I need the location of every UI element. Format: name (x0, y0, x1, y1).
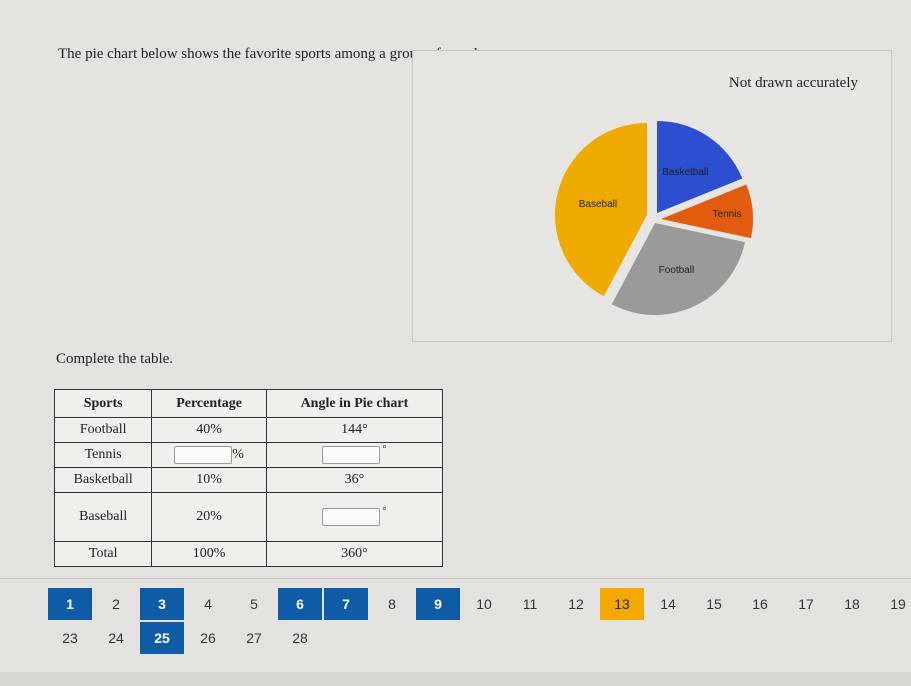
sport-cell: Basketball (53, 467, 153, 493)
degree-sign: ° (382, 506, 387, 517)
sport-cell: Total (53, 541, 153, 567)
question-nav-button-27[interactable]: 27 (232, 622, 276, 654)
question-nav-button-16[interactable]: 16 (738, 588, 782, 620)
table-row: Total 100% 360° (53, 541, 444, 567)
question-nav-button-8[interactable]: 8 (370, 588, 414, 620)
tennis-angle-input[interactable] (322, 446, 381, 464)
pie-label-tennis: Tennis (713, 209, 742, 220)
pie-slice-tennis (661, 184, 753, 239)
percentage-cell: % (151, 442, 267, 468)
question-nav-button-24[interactable]: 24 (94, 622, 138, 654)
question-nav-button-28[interactable]: 28 (278, 622, 322, 654)
baseball-angle-input[interactable] (322, 508, 381, 526)
header-sports: Sports (53, 389, 153, 418)
table-row: Basketball 10% 36° (53, 467, 444, 493)
percentage-cell: 40% (151, 417, 267, 443)
question-nav-row-2: 23 24 25 26 27 28 (48, 622, 324, 654)
question-text: The pie chart below shows the favorite s… (58, 46, 489, 62)
question-nav-button-9[interactable]: 9 (416, 588, 460, 620)
table-row: Football 40% 144° (53, 417, 444, 443)
angle-cell: 144° (265, 417, 444, 443)
pie-slice-football (611, 223, 745, 315)
question-nav-button-10[interactable]: 10 (462, 588, 506, 620)
bottom-bar (0, 672, 911, 686)
angle-cell: 360° (265, 541, 444, 567)
question-nav-button-14[interactable]: 14 (646, 588, 690, 620)
question-nav-button-19[interactable]: 19 (876, 588, 911, 620)
divider (0, 578, 911, 579)
answer-table: Sports Percentage Angle in Pie chart Foo… (53, 389, 444, 567)
pie-label-basketball: Basketball (662, 167, 708, 178)
instruction-text: Complete the table. (56, 351, 174, 367)
question-nav-button-4[interactable]: 4 (186, 588, 230, 620)
chart-note: Not drawn accurately (728, 75, 858, 91)
pie-slice-baseball (555, 123, 647, 297)
percentage-cell: 100% (151, 541, 267, 567)
question-nav-button-15[interactable]: 15 (692, 588, 736, 620)
angle-cell: ° (265, 442, 444, 468)
sport-cell: Baseball (53, 492, 153, 542)
angle-cell: 36° (265, 467, 444, 493)
angle-cell: ° (265, 492, 444, 542)
question-nav-button-26[interactable]: 26 (186, 622, 230, 654)
pie-chart-panel: Not drawn accurately Basketball Tennis Foo… (412, 50, 892, 342)
question-nav-button-13[interactable]: 13 (600, 588, 644, 620)
sport-cell: Tennis (53, 442, 153, 468)
percent-sign: % (232, 447, 244, 462)
pie-label-baseball: Baseball (579, 199, 617, 210)
question-nav-button-3[interactable]: 3 (140, 588, 184, 620)
question-nav-row-1: 1 2 3 4 5 6 7 8 9 10 11 12 13 14 15 16 17 18 19 (48, 588, 911, 620)
question-nav-button-23[interactable]: 23 (48, 622, 92, 654)
header-percentage: Percentage (151, 389, 267, 418)
pie-slice-basketball (657, 121, 743, 213)
degree-sign: ° (382, 444, 387, 455)
pie-label-football: Football (659, 265, 695, 276)
percentage-cell: 20% (151, 492, 267, 542)
question-nav-button-25[interactable]: 25 (140, 622, 184, 654)
question-nav-button-6[interactable]: 6 (278, 588, 322, 620)
question-nav-button-1[interactable]: 1 (48, 588, 92, 620)
question-nav-button-11[interactable]: 11 (508, 588, 552, 620)
question-nav-button-18[interactable]: 18 (830, 588, 874, 620)
question-nav-button-7[interactable]: 7 (324, 588, 368, 620)
percentage-cell: 10% (151, 467, 267, 493)
question-nav-button-12[interactable]: 12 (554, 588, 598, 620)
table-row: Baseball 20% ° (53, 492, 444, 542)
question-nav-button-17[interactable]: 17 (784, 588, 828, 620)
header-angle: Angle in Pie chart (265, 389, 444, 418)
question-nav-button-2[interactable]: 2 (94, 588, 138, 620)
pie-chart: Basketball Tennis Football Baseball (555, 121, 753, 315)
question-nav-button-5[interactable]: 5 (232, 588, 276, 620)
table-row: Tennis % ° (53, 442, 444, 468)
tennis-percentage-input[interactable] (174, 446, 233, 464)
sport-cell: Football (53, 417, 153, 443)
